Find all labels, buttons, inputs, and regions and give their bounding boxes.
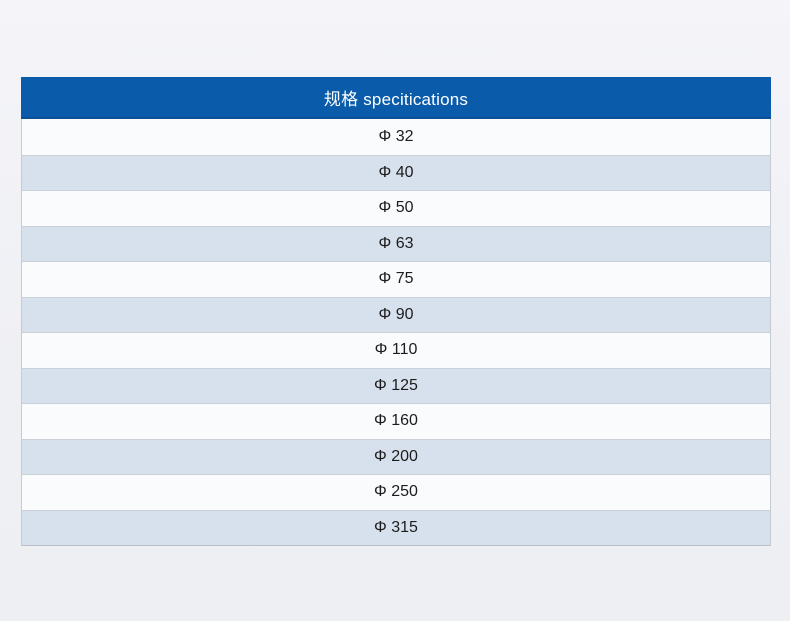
table-row: Φ 200 (22, 438, 770, 474)
table-row: Φ 125 (22, 367, 770, 403)
table-row: Φ 315 (22, 509, 770, 545)
spec-value: Φ 40 (378, 163, 414, 181)
table-row: Φ 32 (22, 119, 770, 155)
table-row: Φ 160 (22, 403, 770, 439)
spec-value: Φ 110 (374, 341, 418, 359)
specifications-table: 规格 specitications Φ 32 Φ 40 Φ 50 Φ 63 Φ … (21, 77, 771, 546)
table-row: Φ 250 (22, 474, 770, 510)
spec-value: Φ 125 (374, 376, 418, 394)
spec-value: Φ 250 (374, 483, 418, 501)
table-row: Φ 75 (22, 261, 770, 297)
spec-value: Φ 32 (378, 127, 414, 145)
spec-value: Φ 50 (378, 199, 414, 217)
table-header-label: 规格 specitications (323, 89, 469, 109)
table-row: Φ 50 (22, 190, 770, 226)
table-row: Φ 90 (22, 296, 770, 332)
spec-value: Φ 90 (378, 305, 414, 323)
spec-value: Φ 75 (378, 270, 414, 288)
table-row: Φ 40 (22, 154, 770, 190)
table-header: 规格 specitications (21, 77, 771, 119)
table-body: Φ 32 Φ 40 Φ 50 Φ 63 Φ 75 Φ 90 Φ 110 Φ 12… (21, 119, 771, 546)
table-row: Φ 110 (22, 332, 770, 368)
spec-value: Φ 200 (374, 447, 418, 465)
table-row: Φ 63 (22, 225, 770, 261)
spec-value: Φ 315 (374, 518, 418, 536)
spec-value: Φ 160 (374, 412, 418, 430)
spec-value: Φ 63 (378, 234, 414, 252)
